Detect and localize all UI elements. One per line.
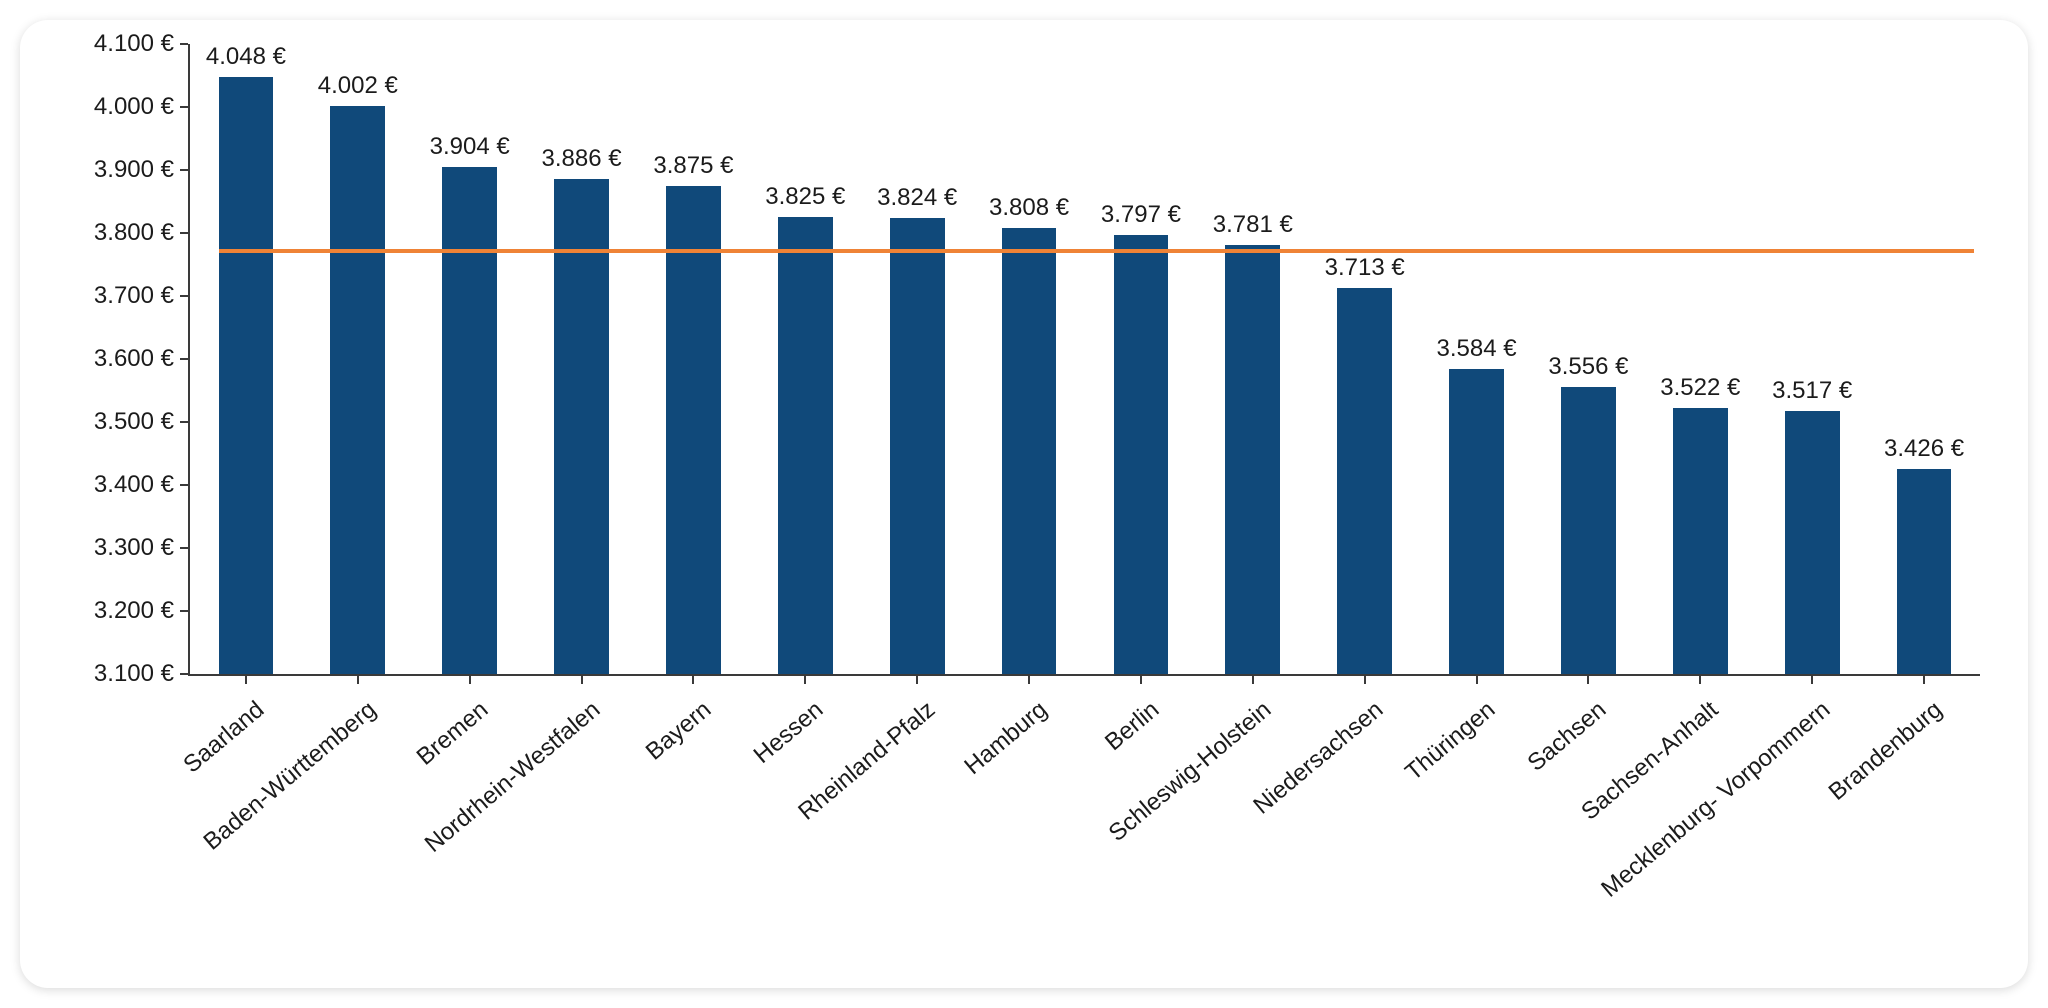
y-tick-mark [180,547,188,549]
y-tick-mark [180,106,188,108]
x-tick-label: Bremen [411,696,493,771]
x-tick-label: Mecklenburg- Vorpommern [1596,696,1836,904]
bar-value-label: 3.584 € [1437,335,1517,363]
x-tick-label: Thüringen [1400,696,1501,787]
bar-value-label: 3.522 € [1660,374,1740,402]
bar-value-label: 3.713 € [1325,254,1405,282]
bar [1673,408,1728,674]
bar-value-label: 3.824 € [877,184,957,212]
x-tick-mark [245,676,247,684]
y-tick-mark [180,295,188,297]
y-tick-mark [180,610,188,612]
y-tick-label: 3.300 € [70,534,174,562]
y-tick-mark [180,169,188,171]
x-tick-mark [1923,676,1925,684]
x-tick-mark [1252,676,1254,684]
x-tick-mark [692,676,694,684]
y-tick-mark [180,358,188,360]
x-tick-mark [1587,676,1589,684]
y-tick-mark [180,484,188,486]
x-tick-mark [1364,676,1366,684]
x-tick-mark [1028,676,1030,684]
y-tick-mark [180,232,188,234]
bar-value-label: 3.797 € [1101,201,1181,229]
bar [1449,369,1504,674]
bar-value-label: 3.517 € [1772,377,1852,405]
bar [219,77,274,674]
y-tick-mark [180,673,188,675]
x-tick-mark [1811,676,1813,684]
bar-value-label: 3.875 € [653,152,733,180]
bar-value-label: 3.825 € [765,183,845,211]
y-tick-mark [180,421,188,423]
y-axis-line [188,44,190,674]
bar-value-label: 3.556 € [1548,353,1628,381]
bar [1114,235,1169,674]
x-tick-label: Sachsen [1523,696,1613,777]
bar [778,217,833,674]
x-tick-mark [1699,676,1701,684]
bar-value-label: 4.002 € [318,72,398,100]
bar [554,179,609,674]
x-tick-mark [469,676,471,684]
x-tick-mark [581,676,583,684]
bar [1561,387,1616,674]
x-tick-mark [804,676,806,684]
x-tick-label: Bayern [641,696,717,766]
x-tick-mark [916,676,918,684]
y-tick-label: 3.400 € [70,471,174,499]
bar [1785,411,1840,674]
y-tick-label: 3.800 € [70,219,174,247]
y-tick-label: 3.200 € [70,597,174,625]
x-tick-label: Hessen [749,696,829,770]
plot-area: 3.100 €3.200 €3.300 €3.400 €3.500 €3.600… [190,44,1980,674]
bar-value-label: 4.048 € [206,43,286,71]
bar-value-label: 3.886 € [542,145,622,173]
x-tick-mark [1140,676,1142,684]
x-tick-label: Hamburg [959,696,1053,781]
y-tick-label: 3.700 € [70,282,174,310]
y-tick-label: 3.600 € [70,345,174,373]
reference-line [219,249,1974,253]
y-tick-label: 3.900 € [70,156,174,184]
x-axis-line [188,674,1980,676]
bar-value-label: 3.904 € [430,133,510,161]
bar [442,167,497,674]
x-tick-mark [1476,676,1478,684]
y-tick-label: 4.100 € [70,30,174,58]
y-tick-mark [180,43,188,45]
x-tick-label: Berlin [1100,696,1165,757]
x-tick-mark [357,676,359,684]
bar [890,218,945,674]
bar [1897,469,1952,674]
y-tick-label: 3.500 € [70,408,174,436]
bar-value-label: 3.781 € [1213,211,1293,239]
bar-value-label: 3.426 € [1884,435,1964,463]
chart-card: 3.100 € 3.200 € 3.300 € 3.400 € 3.500 € 3.600… [20,20,2028,988]
y-tick-label: 4.000 € [70,93,174,121]
x-tick-label: Saarland [178,696,270,779]
bar [330,106,385,674]
x-tick-label: Brandenburg [1824,696,1948,807]
bar [1002,228,1057,674]
y-tick-label: 3.100 € [70,660,174,688]
bar [1225,245,1280,674]
bar [666,186,721,674]
bar-value-label: 3.808 € [989,194,1069,222]
bar [1337,288,1392,674]
